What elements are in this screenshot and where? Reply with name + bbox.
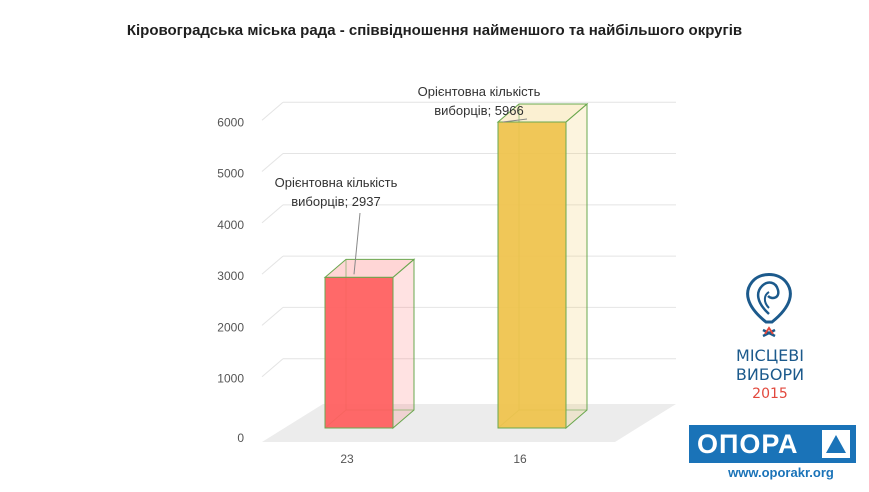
gridline-side <box>261 307 284 326</box>
location-pin-icon <box>746 273 792 338</box>
chart-floor <box>262 404 676 442</box>
gridline-side <box>261 101 284 121</box>
data-labels: Орієнтовна кількість виборців; 2937 Орієнт… <box>275 84 541 275</box>
logo-line-2: ВИБОРИ <box>735 365 805 384</box>
opora-brand: ОПОРА <box>697 429 799 459</box>
opora-badge: ОПОРА <box>689 425 856 463</box>
y-tick-label: 1000 <box>217 372 244 386</box>
data-label-leader <box>502 118 528 123</box>
opora-url: www.oporakr.org <box>728 465 834 480</box>
bar <box>496 102 589 430</box>
y-tick-label: 5000 <box>217 167 244 181</box>
data-label: Орієнтовна кількість <box>275 175 398 190</box>
x-tick-label: 23 <box>340 452 354 466</box>
data-label: Орієнтовна кількість <box>418 84 541 99</box>
bars <box>323 102 589 430</box>
gridline-side <box>261 153 284 172</box>
logo-line-1: МІСЦЕВІ <box>736 346 804 365</box>
x-axis-ticks: 23 16 <box>340 452 527 466</box>
gridlines <box>261 101 676 378</box>
bar-front <box>324 276 394 429</box>
gridline-side <box>261 255 284 275</box>
floor-plane <box>262 404 676 442</box>
y-tick-label: 2000 <box>217 320 244 334</box>
data-label: виборців; 5966 <box>434 103 523 118</box>
y-tick-label: 0 <box>237 431 244 445</box>
y-tick-label: 3000 <box>217 269 244 283</box>
gridline-side <box>261 204 284 224</box>
bar <box>323 258 416 430</box>
y-tick-label: 6000 <box>217 115 244 129</box>
bar-side <box>392 258 415 430</box>
triangle-icon <box>822 430 850 458</box>
x-tick-label: 16 <box>513 452 527 466</box>
data-label-leader <box>353 212 361 275</box>
chart-title: Кіровоградська міська рада - співвідноше… <box>126 22 743 39</box>
gridline-side <box>261 358 284 378</box>
y-axis-ticks: 0 1000 2000 3000 4000 5000 6000 <box>217 115 244 445</box>
bar-side <box>565 102 588 430</box>
data-label: виборців; 2937 <box>291 194 380 209</box>
logo-year: 2015 <box>752 386 788 402</box>
bar-front <box>497 121 567 429</box>
y-tick-label: 4000 <box>217 218 244 232</box>
